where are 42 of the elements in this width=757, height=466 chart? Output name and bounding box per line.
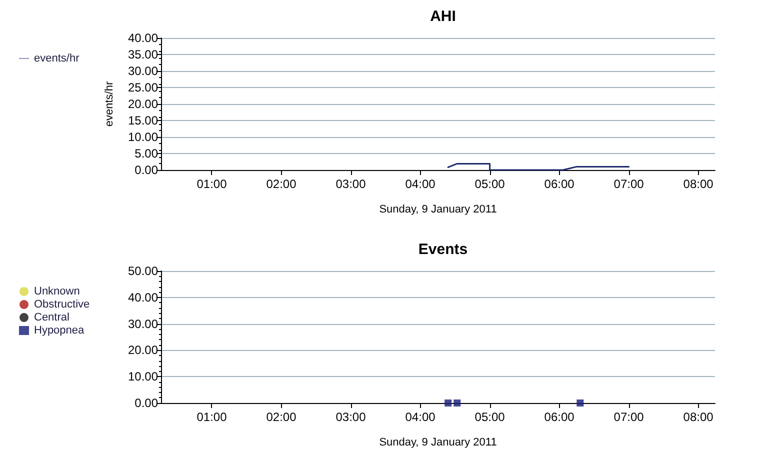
y-tick-label: 20.00 [128, 97, 158, 111]
y-tick-label: 30.00 [128, 316, 158, 331]
y-tick-label: 25.00 [128, 80, 158, 94]
y-tick-label: 10.00 [128, 370, 158, 384]
x-tick-label: 02:00 [266, 177, 297, 191]
chart-title: AHI [430, 8, 456, 25]
y-axis-title: events/hr [104, 81, 116, 127]
x-tick-label: 08:00 [683, 177, 714, 191]
y-tick-label: 20.00 [128, 343, 158, 358]
legend-label: Central [34, 312, 70, 324]
y-tick-label: 10.00 [128, 130, 158, 144]
y-tick-label: 0.00 [134, 396, 158, 410]
x-tick-label: 08:00 [683, 410, 714, 424]
x-tick-label: 05:00 [474, 177, 506, 191]
x-tick-label: 03:00 [336, 410, 366, 424]
y-tick-label: 40.00 [128, 290, 158, 304]
x-axis-title: Sunday, 9 January 2011 [379, 204, 497, 216]
legend-label: Hypopnea [34, 324, 86, 336]
y-tick-label: 0.00 [134, 163, 158, 177]
y-tick-label: 40.00 [128, 31, 158, 45]
y-tick-label: 30.00 [128, 64, 158, 78]
y-tick-label: 50.00 [128, 264, 158, 278]
x-tick-label: 01:00 [196, 410, 228, 424]
y-tick-label: 5.00 [134, 146, 158, 160]
x-tick-label: 06:00 [544, 410, 575, 424]
line-series [447, 162, 630, 171]
x-tick-label: 01:00 [196, 177, 228, 191]
x-tick-label: 03:00 [336, 177, 366, 191]
legend-label: Unknown [34, 286, 80, 298]
x-tick-label: 02:00 [266, 410, 297, 424]
x-tick-label: 05:00 [474, 410, 506, 424]
x-tick-label: 04:00 [405, 410, 436, 424]
x-axis-title: Sunday, 9 January 2011 [379, 436, 497, 448]
legend-label: Obstructive [34, 298, 90, 310]
x-tick-label: 04:00 [405, 177, 436, 191]
chart-title: Events [418, 241, 468, 258]
y-tick-label: 15.00 [128, 114, 158, 128]
legend-label: events/hr [34, 52, 80, 64]
x-tick-label: 07:00 [614, 410, 644, 424]
x-tick-label: 06:00 [544, 177, 575, 191]
x-tick-label: 07:00 [614, 177, 644, 191]
y-tick-label: 35.00 [128, 48, 158, 62]
